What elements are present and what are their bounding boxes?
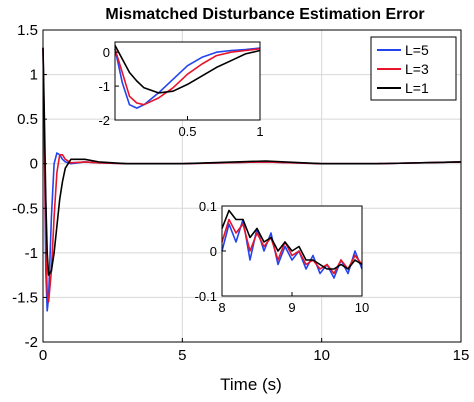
legend-label-1: L=5 [405,42,429,58]
inset-plot-late: 8 9 10 0.1 0 -0.1 [195,199,370,315]
inset-1-series-3 [114,45,261,94]
inset-1-series-2 [114,48,261,106]
x-axis-label: Time (s) [220,375,282,394]
legend: L=5 L=3 L=1 [370,36,457,101]
main-ytick-label-0: -2 [25,334,38,351]
main-frame [42,29,462,343]
main-ytick-label-3: -0.5 [12,200,38,217]
main-xtick-label-1: 5 [178,347,186,364]
chart-title: Mismatched Disturbance Estimation Error [105,6,424,23]
inset-1-xtick-label-1: 1 [256,124,263,139]
main-xtick-label-2: 10 [313,347,330,364]
inset-2-ytick-label-0: 0.1 [199,199,217,214]
inset-1-ytick-label-2: -2 [98,113,110,128]
inset-2-xtick-label-1: 9 [288,300,295,315]
main-xtick-label-3: 15 [453,347,470,364]
inset-1-ytick-label-0: 0 [103,45,110,60]
inset-2-ytick-label-2: -0.1 [195,289,217,304]
main-plot-area: 0 5 10 15-2-1.5-1-0.500.511.5 [12,22,469,364]
inset-2-ytick-label-1: 0 [210,244,217,259]
inset-plot-early: 0.5 1 0 -1 -2 [98,41,264,139]
main-xtick-label-0: 0 [39,347,47,364]
inset-1-ytick-label-1: -1 [98,79,110,94]
inset-2-series-2 [221,218,363,275]
inset-2-xtick-label-0: 8 [218,300,225,315]
main-series-3 [42,47,462,276]
main-ytick-label-1: -1.5 [12,289,38,306]
main-ytick-label-4: 0 [30,156,38,173]
inset-2-series-3 [221,209,363,270]
inset-1-series-1 [114,47,261,109]
main-ytick-label-2: -1 [25,245,38,262]
main-ytick-label-7: 1.5 [17,22,38,39]
main-ytick-label-6: 1 [30,67,38,84]
main-ytick-label-5: 0.5 [17,111,38,128]
inset-2-xtick-label-2: 10 [355,300,369,315]
legend-label-2: L=3 [405,61,429,77]
legend-label-3: L=1 [405,80,429,96]
inset-1-xtick-label-0: 0.5 [178,124,196,139]
